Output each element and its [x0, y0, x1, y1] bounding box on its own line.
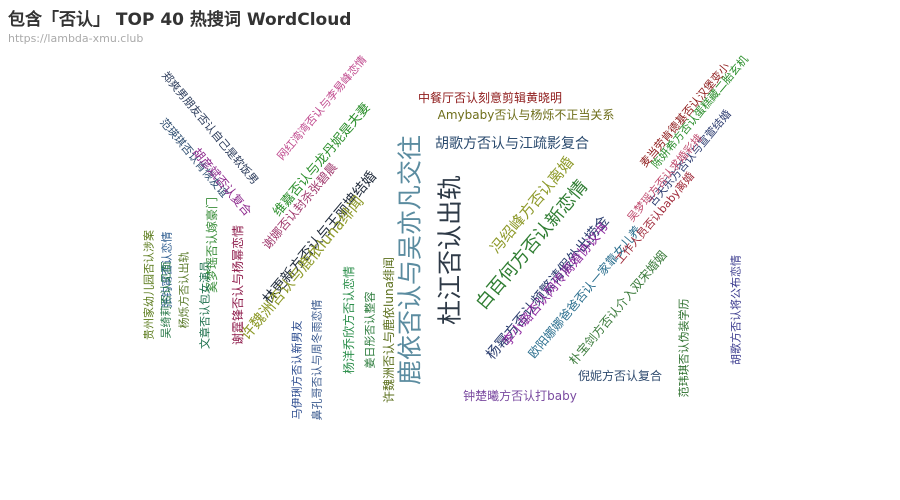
- word-cloud-word: 鼻孔哥否认与周冬雨恋情: [310, 300, 324, 421]
- word-cloud-word: 胡彦斌否认复合: [190, 145, 255, 219]
- chart-title: 包含「否认」 TOP 40 热搜词 WordCloud: [8, 10, 352, 30]
- word-cloud-word: 张钧甯否认恋情: [160, 232, 174, 309]
- word-cloud-word: 杜江否认出轨: [436, 175, 465, 325]
- word-cloud-word: 胡歌方否认与江疏影复合: [435, 135, 589, 152]
- word-cloud-word: 马伊琍方否认新男友: [290, 321, 304, 420]
- word-cloud-word: 胡歌方否认将公布恋情: [729, 255, 743, 365]
- word-cloud-word: 杨烁方否认出轨: [177, 252, 191, 329]
- word-cloud-word: 谢霆锋否认与杨幂恋情: [230, 225, 245, 345]
- word-cloud-word: 鹿依否认与吴亦凡交往: [396, 135, 425, 385]
- word-cloud-word: 杨洋乔欣方否认恋情: [341, 266, 356, 374]
- word-cloud-word: 倪妮方否认复合: [578, 368, 662, 383]
- word-cloud-word: 贵州家幼儿园否认涉案: [142, 230, 156, 340]
- word-cloud-word: 许魏洲否认与鹿依luna绯闻: [381, 257, 396, 403]
- word-cloud-word: 吴绮莉否认见面: [159, 262, 173, 339]
- word-cloud-word: 中餐厅否认刻意剪辑黄晓明: [418, 90, 562, 105]
- word-cloud-word: 钟楚曦方否认打baby: [463, 388, 577, 403]
- word-cloud-word: Amybaby否认与杨烁不正当关系: [438, 107, 615, 122]
- word-cloud-word: 文章否认包女演员: [198, 261, 212, 349]
- chart-subtitle: https://lambda-xmu.club: [8, 32, 144, 45]
- word-cloud-word: 姜日彤否认整容: [363, 292, 377, 369]
- word-cloud-word: 范玮琪否认伪装学历: [677, 299, 691, 398]
- word-cloud-word: 奚梦瑶否认嫁豪门: [204, 197, 219, 293]
